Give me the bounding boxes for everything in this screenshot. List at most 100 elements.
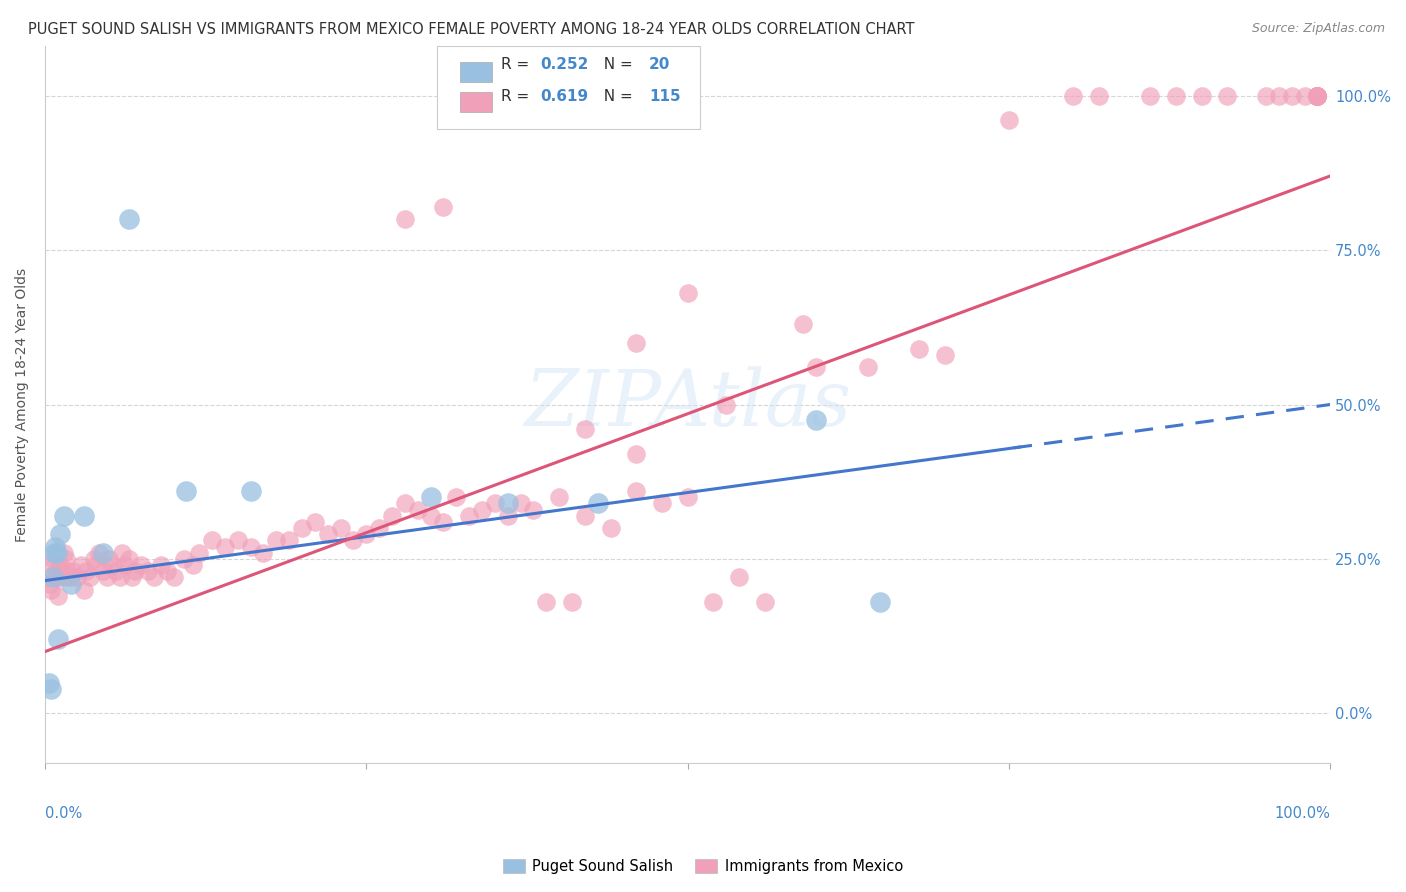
Point [1164, 88, 1187, 103]
Point [143, 570, 166, 584]
Point [83, 552, 105, 566]
Text: 100.0%: 100.0% [1274, 805, 1330, 821]
Text: R =: R = [502, 57, 534, 72]
Point [728, 570, 751, 584]
Legend: Puget Sound Salish, Immigrants from Mexico: Puget Sound Salish, Immigrants from Mexi… [498, 854, 908, 880]
Point [356, 527, 378, 541]
FancyBboxPatch shape [460, 92, 492, 112]
Point [1306, 88, 1329, 103]
Point [39, 576, 62, 591]
Point [181, 558, 204, 573]
Point [304, 515, 326, 529]
Point [117, 212, 139, 227]
Point [51, 564, 73, 578]
Point [53, 546, 76, 560]
Point [41, 552, 63, 566]
Point [239, 483, 262, 498]
Point [624, 335, 647, 350]
Point [1306, 88, 1329, 103]
Point [406, 502, 429, 516]
Point [38, 570, 60, 584]
Point [792, 317, 814, 331]
Point [46, 589, 69, 603]
Point [87, 546, 110, 560]
Point [108, 570, 131, 584]
Point [574, 422, 596, 436]
Point [1306, 88, 1329, 103]
Point [496, 496, 519, 510]
Text: R =: R = [502, 88, 534, 103]
Point [548, 490, 571, 504]
Text: N =: N = [593, 57, 637, 72]
Point [496, 508, 519, 523]
Point [522, 502, 544, 516]
Point [41, 681, 63, 696]
Point [1281, 88, 1303, 103]
Point [42, 546, 65, 560]
Point [804, 413, 827, 427]
Point [45, 564, 67, 578]
FancyBboxPatch shape [437, 46, 700, 128]
Point [96, 570, 118, 584]
Point [1216, 88, 1239, 103]
Point [70, 558, 93, 573]
Point [804, 360, 827, 375]
Point [266, 533, 288, 548]
Point [342, 533, 364, 548]
Point [49, 527, 72, 541]
Point [101, 558, 124, 573]
Point [1088, 88, 1111, 103]
Text: 115: 115 [650, 88, 681, 103]
Point [86, 558, 108, 573]
Point [149, 558, 172, 573]
Point [291, 521, 314, 535]
Point [48, 570, 70, 584]
Text: Source: ZipAtlas.com: Source: ZipAtlas.com [1251, 22, 1385, 36]
Point [458, 508, 481, 523]
Point [1062, 88, 1084, 103]
Point [136, 564, 159, 578]
Point [419, 490, 441, 504]
Point [856, 360, 879, 375]
Point [56, 564, 79, 578]
Point [394, 496, 416, 510]
Point [381, 508, 404, 523]
Point [131, 558, 153, 573]
Y-axis label: Female Poverty Among 18-24 Year Olds: Female Poverty Among 18-24 Year Olds [15, 268, 30, 541]
Point [156, 564, 179, 578]
Text: PUGET SOUND SALISH VS IMMIGRANTS FROM MEXICO FEMALE POVERTY AMONG 18-24 YEAR OLD: PUGET SOUND SALISH VS IMMIGRANTS FROM ME… [28, 22, 915, 37]
Point [676, 490, 699, 504]
Point [44, 570, 66, 584]
Point [75, 564, 97, 578]
Point [91, 546, 114, 560]
Point [1268, 88, 1291, 103]
Text: 0.252: 0.252 [540, 57, 588, 72]
Point [44, 540, 66, 554]
Point [173, 552, 195, 566]
Point [226, 533, 249, 548]
Point [651, 496, 673, 510]
Point [46, 632, 69, 647]
Point [586, 496, 609, 510]
Point [252, 546, 274, 560]
Point [574, 508, 596, 523]
Point [56, 570, 79, 584]
Text: ZIPAtlas: ZIPAtlas [524, 367, 851, 442]
Point [446, 490, 468, 504]
Point [1191, 88, 1213, 103]
Point [419, 508, 441, 523]
Point [536, 595, 558, 609]
Point [484, 496, 506, 510]
Point [1294, 88, 1316, 103]
Text: N =: N = [593, 88, 637, 103]
Point [1306, 88, 1329, 103]
Point [394, 212, 416, 227]
Point [45, 546, 67, 560]
Point [908, 342, 931, 356]
Point [72, 508, 94, 523]
Point [62, 564, 84, 578]
Point [117, 552, 139, 566]
Point [509, 496, 531, 510]
Point [714, 397, 737, 411]
Point [624, 447, 647, 461]
